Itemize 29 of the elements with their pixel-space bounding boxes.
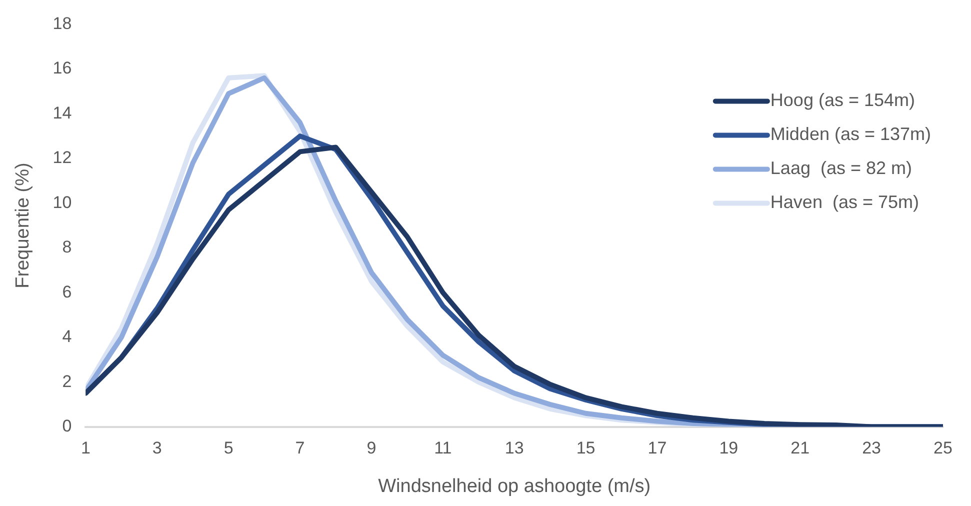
- x-tick-label: 19: [719, 438, 738, 458]
- y-tick-label: 6: [62, 282, 72, 302]
- y-tick-label: 10: [52, 192, 72, 212]
- x-tick-label: 21: [790, 438, 810, 458]
- y-axis-title: Frequentie (%): [12, 162, 34, 288]
- x-tick-label: 1: [80, 438, 90, 458]
- x-axis-title: Windsnelheid op ashoogte (m/s): [378, 476, 651, 497]
- y-tick-label: 18: [52, 14, 72, 33]
- y-tick-label: 14: [52, 103, 72, 122]
- legend-label: Laag (as = 82 m): [770, 158, 912, 178]
- x-tick-label: 9: [366, 438, 376, 458]
- y-tick-label: 2: [62, 372, 72, 391]
- x-tick-label: 3: [152, 438, 162, 458]
- y-tick-label: 4: [62, 327, 72, 346]
- y-tick-label: 8: [62, 238, 72, 257]
- legend-label: Midden (as = 137m): [770, 124, 931, 144]
- y-tick-label: 0: [62, 416, 72, 436]
- x-tick-label: 17: [648, 438, 667, 458]
- legend-label: Hoog (as = 154m): [770, 90, 915, 110]
- x-tick-label: 5: [224, 438, 234, 458]
- legend-label: Haven (as = 75m): [770, 192, 919, 212]
- x-tick-label: 15: [576, 438, 596, 458]
- x-tick-label: 7: [295, 438, 305, 458]
- x-tick-label: 25: [934, 438, 952, 458]
- x-tick-label: 13: [504, 438, 524, 458]
- x-tick-label: 11: [434, 438, 452, 458]
- y-tick-label: 16: [52, 58, 72, 78]
- y-tick-label: 12: [52, 148, 72, 168]
- x-tick-label: 23: [862, 438, 882, 458]
